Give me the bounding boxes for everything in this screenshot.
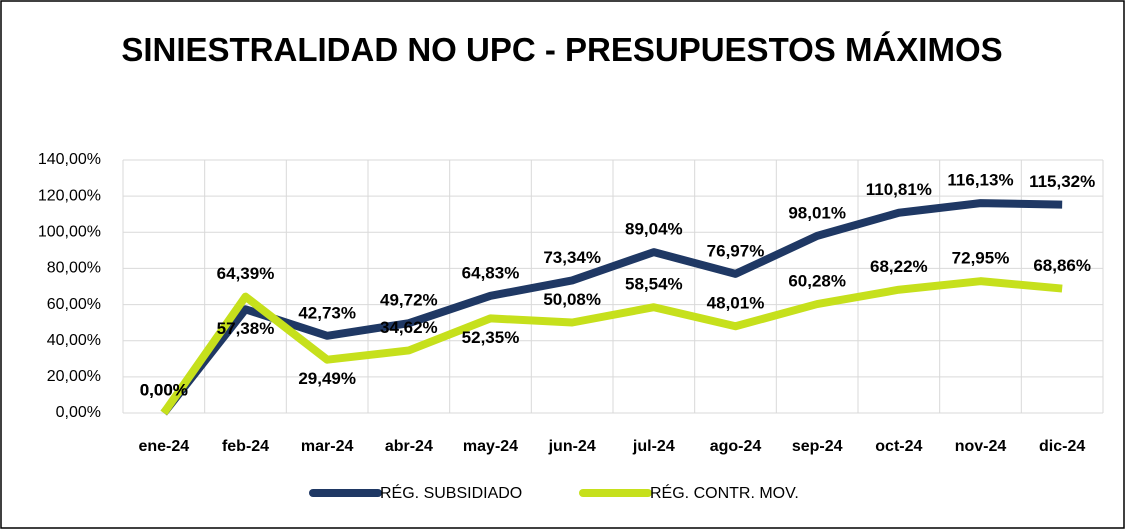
legend-label: RÉG. SUBSIDIADO: [380, 483, 522, 502]
y-tick-label: 100,00%: [38, 224, 101, 241]
data-label: 49,72%: [380, 291, 438, 310]
x-tick-label: mar-24: [301, 438, 354, 455]
series-line: [160, 199, 1063, 416]
data-label: 52,35%: [462, 328, 520, 347]
y-tick-label: 80,00%: [47, 260, 101, 277]
y-tick-label: 60,00%: [47, 296, 101, 313]
x-tick-label: oct-24: [875, 438, 922, 455]
data-label: 110,81%: [866, 180, 932, 199]
x-tick-label: ene-24: [138, 438, 189, 455]
data-label: 58,54%: [625, 275, 683, 294]
x-tick-label: jul-24: [632, 438, 675, 455]
data-label: 98,01%: [788, 203, 846, 222]
y-tick-label: 20,00%: [47, 368, 101, 385]
data-label: 64,39%: [217, 264, 275, 283]
x-tick-label: ago-24: [710, 438, 762, 455]
y-tick-label: 140,00%: [38, 151, 101, 168]
data-label: 0,00%: [140, 380, 188, 399]
x-tick-label: feb-24: [222, 438, 269, 455]
y-tick-label: 0,00%: [56, 404, 101, 421]
x-tick-label: jun-24: [548, 438, 596, 455]
data-label: 115,32%: [1029, 172, 1095, 191]
legend-label: RÉG. CONTR. MOV.: [650, 483, 799, 502]
data-label: 76,97%: [707, 241, 765, 260]
data-label: 57,38%: [217, 319, 275, 338]
y-tick-label: 120,00%: [38, 187, 101, 204]
data-label: 89,04%: [625, 220, 683, 239]
x-tick-label: nov-24: [955, 438, 1007, 455]
data-label: 60,28%: [788, 272, 846, 291]
data-label: 50,08%: [543, 290, 601, 309]
data-label: 72,95%: [952, 249, 1010, 268]
x-tick-label: sep-24: [792, 438, 843, 455]
chart-title: SINIESTRALIDAD NO UPC - PRESUPUESTOS MÁX…: [121, 31, 1003, 68]
x-tick-label: dic-24: [1039, 438, 1085, 455]
data-label: 116,13%: [947, 171, 1013, 190]
data-label: 68,86%: [1033, 256, 1091, 275]
data-label: 64,83%: [462, 263, 520, 282]
data-label: 73,34%: [543, 248, 601, 267]
data-label: 68,22%: [870, 257, 928, 276]
data-label: 34,62%: [380, 318, 438, 337]
data-label: 42,73%: [298, 303, 356, 322]
series-line: [160, 277, 1063, 416]
x-tick-label: may-24: [463, 438, 518, 455]
y-tick-label: 40,00%: [47, 332, 101, 349]
data-label: 48,01%: [707, 294, 765, 313]
data-label: 29,49%: [298, 369, 356, 388]
data-label: 0,00%: [140, 380, 188, 399]
x-tick-label: abr-24: [385, 438, 433, 455]
